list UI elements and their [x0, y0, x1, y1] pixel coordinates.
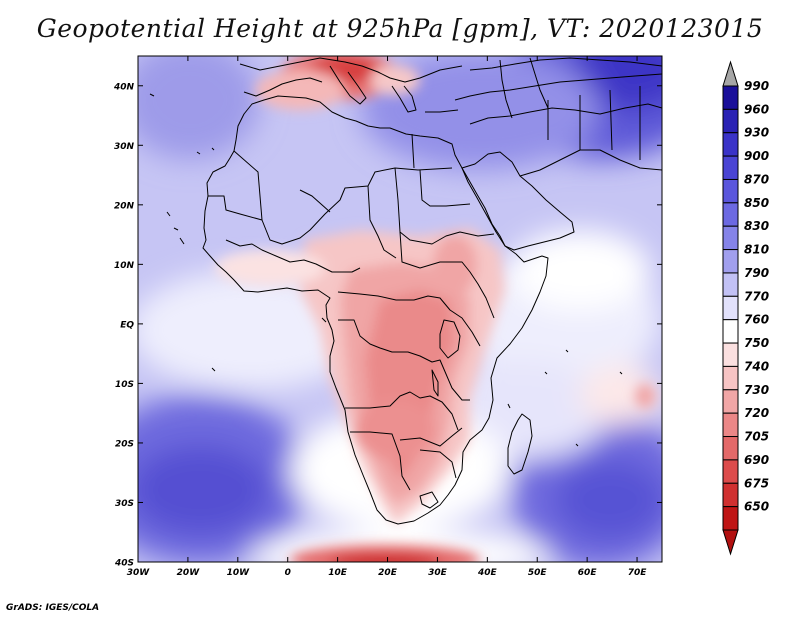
colorbar-level-label: 720: [744, 406, 769, 420]
colorbar-max-arrow: [722, 60, 739, 87]
lon-tick-label: 50E: [528, 568, 548, 578]
colorbar-swatch: [722, 108, 739, 134]
lat-tick-label: 20N: [114, 201, 135, 211]
lat-tick-label: 30S: [115, 499, 134, 509]
colorbar-swatch: [722, 342, 739, 367]
colorbar-level-label: 830: [744, 219, 769, 233]
lat-tick-label: 40N: [113, 82, 135, 92]
lon-tick-label: 10E: [328, 568, 348, 578]
colorbar-level-label: 750: [744, 336, 769, 350]
colorbar-swatch: [722, 155, 739, 180]
colorbar-swatch: [722, 365, 739, 391]
colorbar-swatch: [722, 506, 739, 531]
colorbar-swatch: [722, 132, 739, 157]
lat-tick-label: 30N: [114, 142, 135, 152]
lat-tick-label: 10N: [114, 261, 135, 271]
colorbar-level-label: 705: [744, 430, 769, 444]
colorbar-swatch: [722, 459, 739, 484]
lon-tick-label: 30E: [428, 568, 448, 578]
colorbar-swatch: [722, 178, 739, 204]
colorbar-level-label: 960: [744, 102, 769, 116]
colorbar-level-label: 730: [744, 383, 769, 397]
lat-tick-label: 40S: [114, 559, 134, 569]
colorbar-level-label: 760: [744, 313, 769, 327]
credit-label: GrADS: IGES/COLA: [6, 603, 100, 613]
lat-tick-label: 20S: [115, 439, 134, 449]
colorbar-swatch: [722, 436, 739, 461]
colorbar-min-arrow: [722, 529, 739, 556]
colorbar-swatch: [722, 295, 739, 321]
lon-tick-label: 20W: [177, 568, 201, 578]
lon-tick-label: 60E: [578, 568, 598, 578]
colorbar-swatch: [722, 202, 739, 227]
lon-tick-label: 10W: [227, 568, 251, 578]
colorbar-swatch: [722, 85, 739, 110]
lat-tick-label: EQ: [120, 320, 134, 330]
lon-tick-label: 20E: [378, 568, 398, 578]
colorbar: 990 960 930 900 870 850 830 810 790 770 760 750 740 7…: [722, 60, 769, 556]
colorbar-level-label: 990: [744, 79, 769, 93]
lat-tick-label: 10S: [115, 380, 134, 390]
colorbar-level-label: 650: [744, 500, 769, 514]
lon-tick-label: 30W: [127, 568, 151, 578]
colorbar-swatch: [722, 272, 739, 297]
lon-tick-label: 70E: [628, 568, 648, 578]
colorbar-swatch: [722, 249, 739, 274]
lon-tick-label: 0: [285, 568, 291, 578]
colorbar-level-label: 850: [744, 196, 769, 210]
colorbar-level-label: 770: [744, 289, 769, 303]
lon-tick-label: 40E: [477, 568, 498, 578]
colorbar-level-label: 810: [744, 243, 769, 257]
plot-frame: [137, 55, 663, 563]
height-field: [138, 56, 662, 562]
colorbar-level-label: 740: [744, 359, 769, 373]
colorbar-level-label: 900: [744, 149, 769, 163]
colorbar-swatch: [722, 389, 739, 414]
colorbar-swatch: [722, 412, 739, 438]
colorbar-level-label: 675: [744, 476, 769, 490]
latitude-axis: 40N 30N 20N 10N EQ 10S 20S 30S 40S: [113, 82, 662, 569]
map-title: Geopotential Height at 925hPa [gpm], VT:…: [36, 14, 764, 43]
colorbar-swatch: [722, 319, 739, 344]
colorbar-swatch: [722, 225, 739, 251]
colorbar-level-label: 870: [744, 172, 769, 186]
colorbar-level-label: 930: [744, 126, 769, 140]
longitude-axis: 30W 20W 10W 0 10E 20E 30E 40E 50E 60E 70E: [127, 56, 647, 578]
coastlines: [149, 57, 662, 525]
colorbar-level-label: 790: [744, 266, 769, 280]
colorbar-level-label: 690: [744, 453, 769, 467]
colorbar-swatch: [722, 482, 739, 508]
